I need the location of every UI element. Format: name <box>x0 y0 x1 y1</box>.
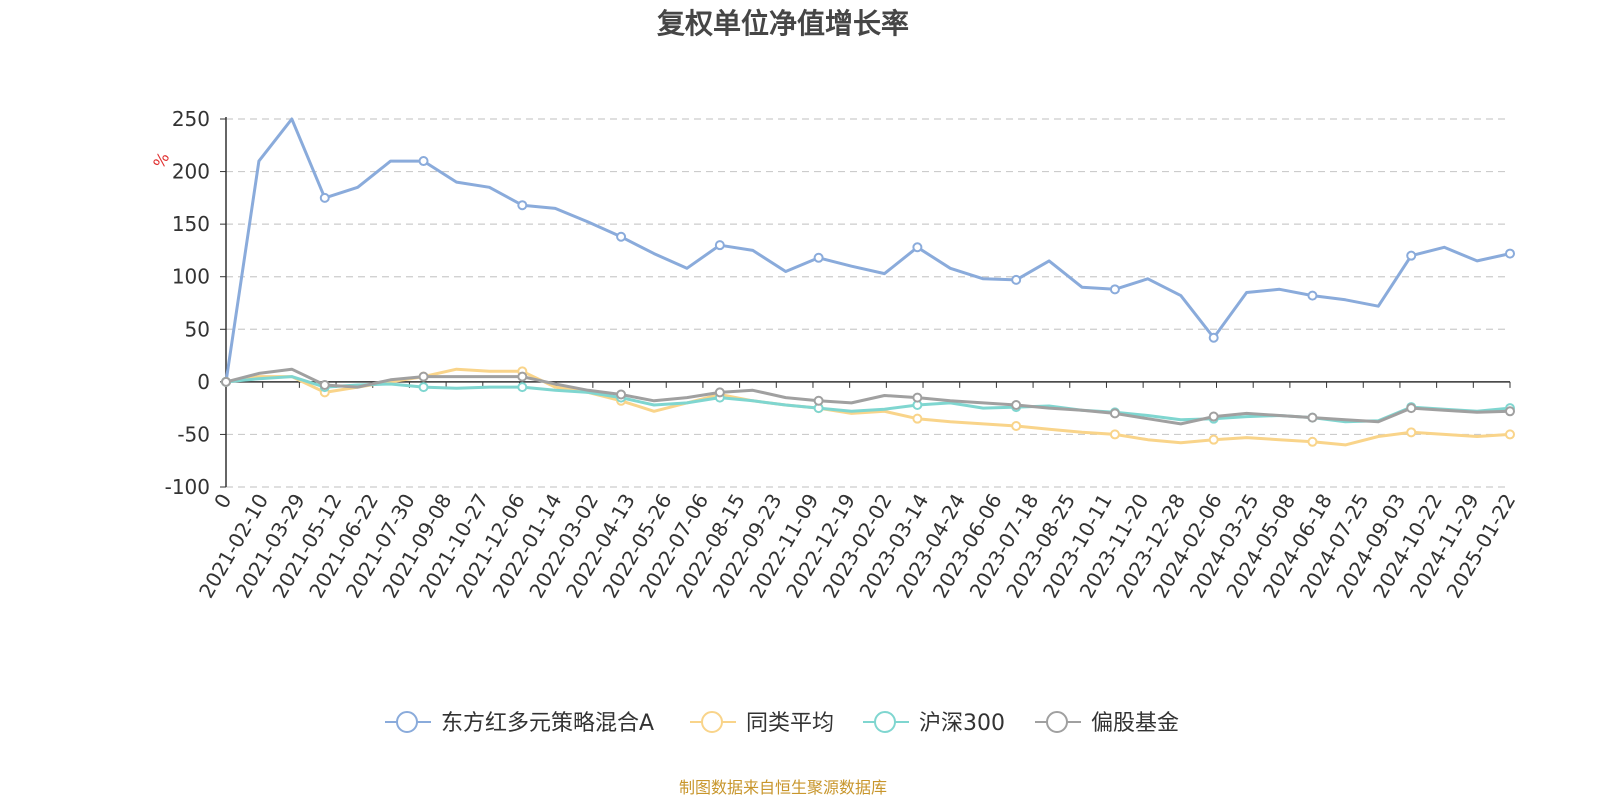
data-point <box>714 387 725 398</box>
data-point <box>1505 429 1515 440</box>
series-line-0 <box>224 117 1511 383</box>
legend-marker <box>1046 711 1068 733</box>
y-tick-label: 100 <box>172 265 210 289</box>
data-point <box>1208 411 1219 422</box>
series-3 <box>221 367 1515 426</box>
data-point <box>517 200 528 211</box>
data-point <box>418 371 429 382</box>
legend-label: 沪深300 <box>919 711 1005 736</box>
y-tick-label: -100 <box>165 475 210 499</box>
data-point <box>1011 421 1022 432</box>
data-point <box>1011 399 1022 410</box>
data-point <box>1505 248 1515 259</box>
series-0 <box>221 117 1515 387</box>
data-point <box>813 252 824 263</box>
data-point <box>813 395 824 406</box>
y-tick-label: 150 <box>172 212 210 236</box>
data-point <box>1109 408 1120 419</box>
data-point <box>1505 406 1515 417</box>
legend-marker <box>874 711 896 733</box>
data-point <box>912 242 923 253</box>
series-lines <box>221 117 1515 447</box>
legend-marker <box>396 711 418 733</box>
data-point <box>1406 427 1417 438</box>
series-line-3 <box>225 367 1511 426</box>
data-source-note: 制图数据来自恒生聚源数据库 <box>679 778 887 797</box>
data-point <box>1307 290 1318 301</box>
legend-label: 东方红多元策略混合A <box>441 711 654 736</box>
data-point <box>319 192 330 203</box>
data-point <box>1011 274 1022 285</box>
data-point <box>418 156 429 167</box>
legend-item-3[interactable]: 偏股基金 <box>1035 711 1179 736</box>
chart-title: 复权单位净值增长率 <box>657 7 909 40</box>
data-point <box>418 382 429 393</box>
data-point <box>616 231 627 242</box>
data-point <box>1406 403 1417 414</box>
y-tick-label: 200 <box>172 160 210 184</box>
data-point <box>1406 250 1417 261</box>
grid-lines <box>226 118 1510 488</box>
y-tick-label: -50 <box>177 422 210 446</box>
y-tick-label: 250 <box>172 107 210 131</box>
data-point <box>517 371 528 382</box>
legend-label: 偏股基金 <box>1091 711 1179 736</box>
data-point <box>517 382 528 393</box>
axes: 250200150100500-50-10002021-02-102021-03… <box>165 107 1521 602</box>
data-point <box>1208 434 1219 445</box>
legend-item-0[interactable]: 东方红多元策略混合A <box>385 711 654 736</box>
y-tick-label: 50 <box>185 317 210 341</box>
data-point <box>1307 436 1318 447</box>
legend-item-1[interactable]: 同类平均 <box>690 711 834 736</box>
data-point <box>912 392 923 403</box>
y-tick-label: 0 <box>197 370 210 394</box>
data-point <box>319 380 330 391</box>
legend-marker <box>701 711 723 733</box>
legend-item-2[interactable]: 沪深300 <box>863 711 1005 736</box>
x-tick-label: 0 <box>209 490 236 513</box>
data-point <box>1307 412 1318 423</box>
series-line-1 <box>225 367 1511 447</box>
data-point <box>1109 284 1120 295</box>
data-point <box>714 240 725 251</box>
y-axis-unit-label: % <box>149 149 173 172</box>
legend[interactable]: 东方红多元策略混合A 同类平均 沪深300 偏股基金 <box>385 711 1179 736</box>
data-point <box>912 413 923 424</box>
legend-label: 同类平均 <box>746 711 834 736</box>
data-point <box>1109 429 1120 440</box>
data-point <box>221 376 231 387</box>
data-point <box>616 389 627 400</box>
data-point <box>1208 332 1219 343</box>
